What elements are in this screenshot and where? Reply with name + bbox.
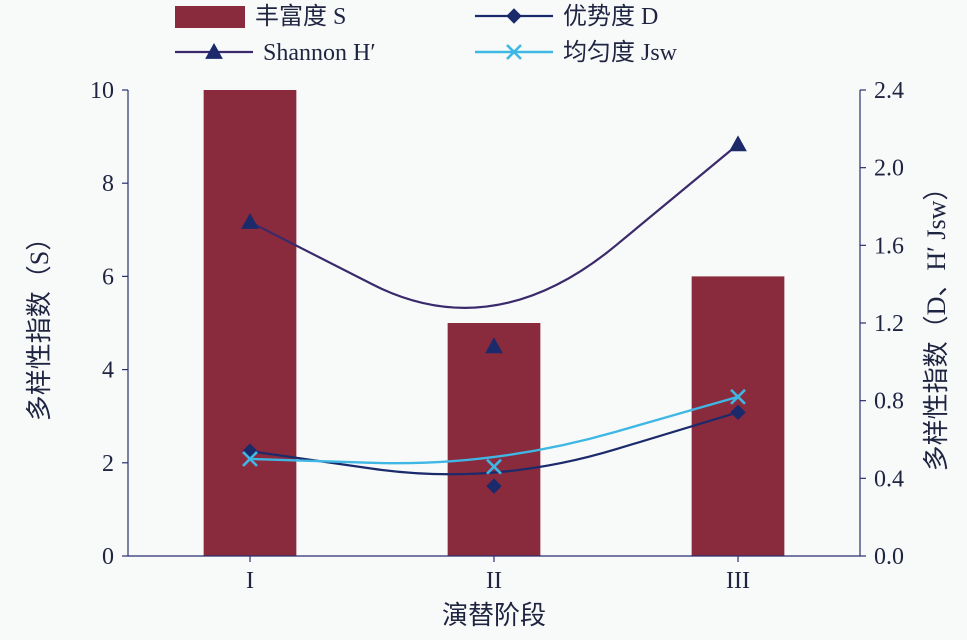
- y-right-tick-label: 1.6: [874, 233, 904, 259]
- legend-label: 丰富度 S: [255, 3, 346, 30]
- y-right-tick-label: 0.8: [874, 389, 904, 415]
- legend-label: 优势度 D: [563, 3, 658, 30]
- y-left-tick-label: 8: [102, 171, 114, 197]
- chart-container: 02468100.00.40.81.21.62.02.4IIIIII多样性指数（…: [0, 0, 967, 640]
- y-left-title: 多样性指数（S）: [25, 225, 54, 421]
- y-left-tick-label: 2: [102, 451, 114, 477]
- x-axis-title: 演替阶段: [442, 601, 546, 630]
- bar: [448, 323, 541, 556]
- y-left-tick-label: 6: [102, 264, 114, 290]
- legend-label: 均匀度 Jsw: [563, 39, 678, 66]
- y-left-tick-label: 10: [90, 78, 114, 104]
- chart-svg: 02468100.00.40.81.21.62.02.4IIIIII多样性指数（…: [0, 0, 967, 640]
- legend-label: Shannon H′: [263, 40, 376, 66]
- y-right-tick-label: 1.2: [874, 311, 904, 337]
- y-right-tick-label: 0.4: [874, 466, 904, 492]
- x-tick-label: III: [726, 568, 750, 594]
- y-right-title: 多样性指数（D、H′ Jsw）: [922, 175, 951, 472]
- y-left-tick-label: 0: [102, 544, 114, 570]
- y-right-tick-label: 2.4: [874, 78, 904, 104]
- y-right-tick-label: 2.0: [874, 156, 904, 182]
- x-tick-label: II: [486, 568, 502, 594]
- y-right-tick-label: 0.0: [874, 544, 904, 570]
- x-tick-label: I: [246, 568, 254, 594]
- y-left-tick-label: 4: [102, 358, 114, 384]
- legend-swatch: [175, 6, 245, 28]
- bar: [204, 90, 297, 556]
